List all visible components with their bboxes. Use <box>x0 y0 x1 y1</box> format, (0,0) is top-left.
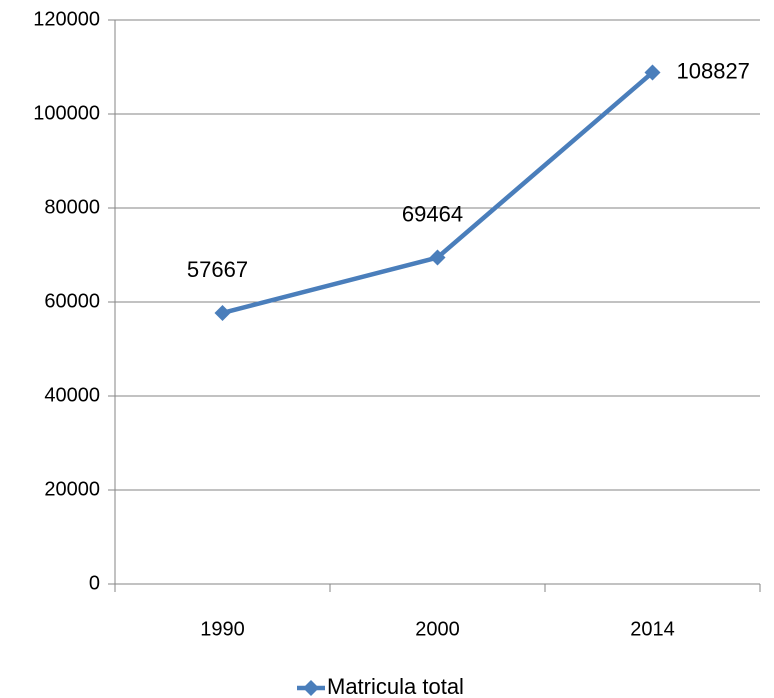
y-tick-label: 0 <box>89 572 100 594</box>
data-label: 57667 <box>187 257 248 282</box>
x-tick-label: 2014 <box>630 618 675 640</box>
y-tick-label: 80000 <box>44 196 100 218</box>
marker <box>429 249 446 266</box>
y-tick-label: 120000 <box>33 8 100 30</box>
y-tick-label: 60000 <box>44 290 100 312</box>
x-tick-label: 1990 <box>200 618 245 640</box>
y-tick-label: 40000 <box>44 384 100 406</box>
y-tick-label: 20000 <box>44 478 100 500</box>
y-tick-label: 100000 <box>33 102 100 124</box>
legend-label: Matricula total <box>327 674 464 698</box>
x-tick-label: 2000 <box>415 618 460 640</box>
legend-marker <box>303 680 319 696</box>
marker <box>644 64 661 81</box>
data-label: 108827 <box>677 58 750 83</box>
marker <box>214 304 231 321</box>
line <box>221 70 654 316</box>
data-label: 69464 <box>402 201 463 226</box>
